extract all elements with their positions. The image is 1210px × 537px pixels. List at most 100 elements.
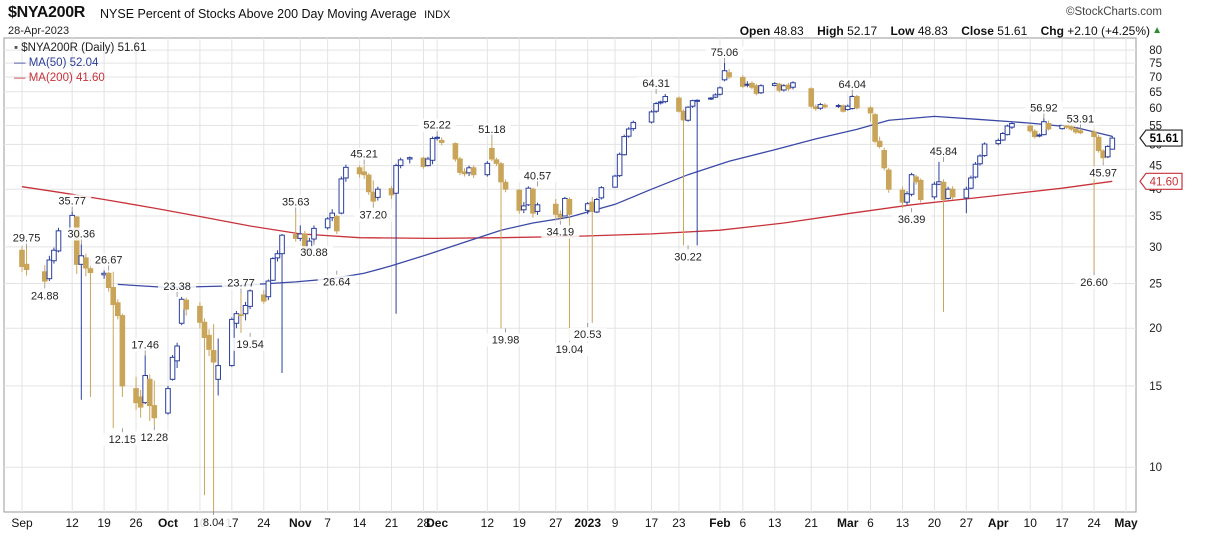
candle-body [73,216,80,265]
candle-body [19,249,25,268]
annotation-bg [354,208,393,222]
annotation-label: 56.92 [1030,102,1058,114]
x-tick-label: 2023 [574,516,601,530]
y-tick-label: 80 [1149,45,1162,57]
chg-label: Chg [1040,24,1064,38]
candle-body [995,139,1002,145]
candle-body [434,136,440,139]
candle-body [662,95,669,103]
candle-body [23,263,30,271]
x-tick-label: 13 [768,516,782,530]
annotation-label: 12.15 [109,434,137,446]
annotation-bg [518,169,557,183]
candle-body [717,87,723,95]
annotation-label: 12.28 [141,432,169,444]
candle-body [83,257,89,269]
candle-body [338,178,345,214]
candle-body [867,107,874,114]
annotation-bg [158,279,197,293]
annotation-label: 20.53 [574,329,602,341]
candle-body [844,105,851,111]
candle-body [420,157,427,167]
annotation-bg [231,337,270,351]
candle-body [51,249,57,262]
candle-body [908,174,915,195]
candle-body [676,97,682,112]
candle-body [968,177,974,189]
candle-body [653,103,659,112]
candle-body [457,158,463,173]
candle-body [1100,150,1106,159]
candle-body [1109,137,1116,150]
candle-body [817,104,824,109]
annotation-label: 30.36 [68,228,96,240]
x-tick-label: 7 [324,516,331,530]
x-tick-label: 12 [481,516,495,530]
candle-body [945,188,951,199]
candle-body [753,85,760,94]
y-tick-label: 30 [1149,242,1162,254]
candle-body [137,396,144,408]
candle-body [940,181,947,200]
candle-body [201,321,208,338]
candle-body [612,175,618,188]
x-tick-label: 17 [645,516,659,530]
candle-body [1063,124,1070,128]
candle-body [133,388,139,404]
x-tick-label: 27 [549,516,563,530]
ma200-line-icon: — [14,72,26,84]
candle-body [790,82,796,88]
chart-date: 28-Apr-2023 [8,25,70,37]
candle-body [311,227,317,240]
open-label: Open [739,24,771,38]
candle-body [1059,124,1065,130]
candle-body [165,388,171,414]
annotation-label: 26.67 [95,254,123,266]
high-label: High [817,24,844,38]
candle-body [721,70,728,81]
candle-body [242,304,249,315]
annotation-bg [705,45,744,59]
x-tick-label: 9 [612,516,619,530]
annotation-bg [1084,166,1123,180]
candle-body [525,187,532,206]
close-label: Close [961,24,994,38]
candle-body [1000,133,1006,141]
annotation-label: 24.88 [31,290,59,302]
candle-body [904,193,910,203]
annotation-bg [637,76,676,90]
candle-body [516,189,523,211]
brand-watermark: ©StockCharts.com [1065,6,1162,18]
candle-body [466,167,472,174]
x-tick-label: 21 [385,516,399,530]
candle-body [484,162,491,176]
candle-body [42,271,48,282]
candle-body [840,105,846,112]
annotation-label: 37.20 [360,210,388,222]
candle-body [356,167,363,175]
candle-body [1077,130,1084,134]
annotation-label: 45.84 [930,146,958,158]
candle-body [963,188,970,199]
price-tag-label: 41.60 [1150,176,1179,188]
candle-body [425,158,431,167]
x-tick-label: 26 [129,516,143,530]
candle-body [899,189,906,203]
candle-body [876,140,883,147]
candle-body [260,294,267,302]
annotation-bg [89,253,128,267]
x-tick-label: 6 [867,516,874,530]
candle-body [292,234,299,239]
candle-body [685,106,691,121]
candle-body [949,188,956,198]
candle-body [333,216,340,232]
candle-body [1036,134,1043,137]
candle-body [274,253,281,259]
x-tick-label: 13 [896,516,910,530]
x-tick-label: Feb [709,516,730,530]
candle-body [183,299,190,310]
candle-body [530,188,536,214]
candle-body [1031,130,1038,138]
legend-ma200: — MA(200) 41.60 [14,72,105,84]
